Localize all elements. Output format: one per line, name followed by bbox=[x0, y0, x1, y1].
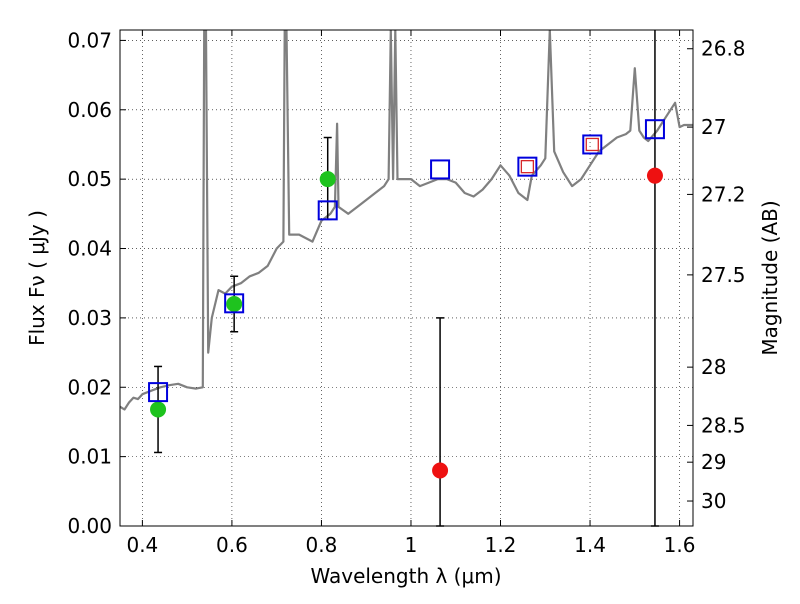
right-tick-label: 27.2 bbox=[701, 182, 746, 206]
right-axis: 26.8 27 27.2 27.5 28 28.5 29 30 bbox=[687, 37, 746, 513]
y-tick-label: 0.07 bbox=[67, 28, 112, 52]
data-layer bbox=[120, 30, 693, 411]
model-photometry-square bbox=[430, 159, 451, 180]
model-photometry-square bbox=[582, 134, 603, 155]
plot-frame bbox=[119, 29, 694, 527]
plot-background bbox=[120, 30, 693, 526]
right-tick-label: 27.5 bbox=[701, 263, 746, 287]
model-spectrum-line bbox=[120, 30, 693, 411]
x-axis-label: Wavelength λ (μm) bbox=[310, 564, 501, 588]
y-tick-label: 0.00 bbox=[67, 514, 112, 538]
x-tick-label: 0.8 bbox=[306, 533, 338, 557]
y-tick-label: 0.04 bbox=[67, 237, 112, 261]
detection-point bbox=[226, 296, 243, 313]
x-tick-label: 1.2 bbox=[485, 533, 517, 557]
x-tick-label: 1.4 bbox=[574, 533, 606, 557]
right-tick-label: 29 bbox=[701, 450, 726, 474]
model-photometry-square bbox=[148, 382, 169, 403]
y-tick-label: 0.05 bbox=[67, 167, 112, 191]
right-tick-label: 28 bbox=[701, 355, 726, 379]
detection-point bbox=[150, 401, 167, 418]
model-photometry-square bbox=[317, 200, 338, 221]
right-axis-label: Magnitude (AB) bbox=[758, 200, 782, 355]
y-tick-label: 0.02 bbox=[67, 375, 112, 399]
x-axis: 0.4 0.6 0.8 1 1.2 1.4 1.6 bbox=[126, 30, 695, 557]
y-axis: 0.00 0.01 0.02 0.03 0.04 0.05 0.06 0.07 bbox=[67, 28, 126, 538]
x-tick-label: 0.6 bbox=[216, 533, 248, 557]
y-tick-label: 0.06 bbox=[67, 98, 112, 122]
y-tick-label: 0.03 bbox=[67, 306, 112, 330]
model-photometry-square bbox=[644, 119, 665, 140]
x-tick-label: 1.6 bbox=[664, 533, 696, 557]
right-tick-label: 30 bbox=[701, 489, 726, 513]
model-photometry-square bbox=[224, 293, 245, 314]
inner-square bbox=[585, 137, 599, 152]
upper-limit-point bbox=[646, 167, 663, 184]
y-tick-label: 0.01 bbox=[67, 445, 112, 469]
y-axis-label: Flux Fν ( μJy ) bbox=[25, 210, 49, 346]
x-tick-label: 1 bbox=[405, 533, 418, 557]
x-tick-label: 0.4 bbox=[126, 533, 158, 557]
model-photometry-square bbox=[517, 156, 538, 177]
right-tick-label: 27 bbox=[701, 115, 726, 139]
right-tick-label: 26.8 bbox=[701, 37, 746, 61]
detection-point bbox=[319, 171, 336, 188]
upper-limit-point bbox=[432, 462, 449, 479]
marker-layer bbox=[148, 119, 665, 479]
right-tick-label: 28.5 bbox=[701, 413, 746, 437]
inner-square bbox=[520, 160, 535, 174]
grid bbox=[120, 30, 693, 527]
